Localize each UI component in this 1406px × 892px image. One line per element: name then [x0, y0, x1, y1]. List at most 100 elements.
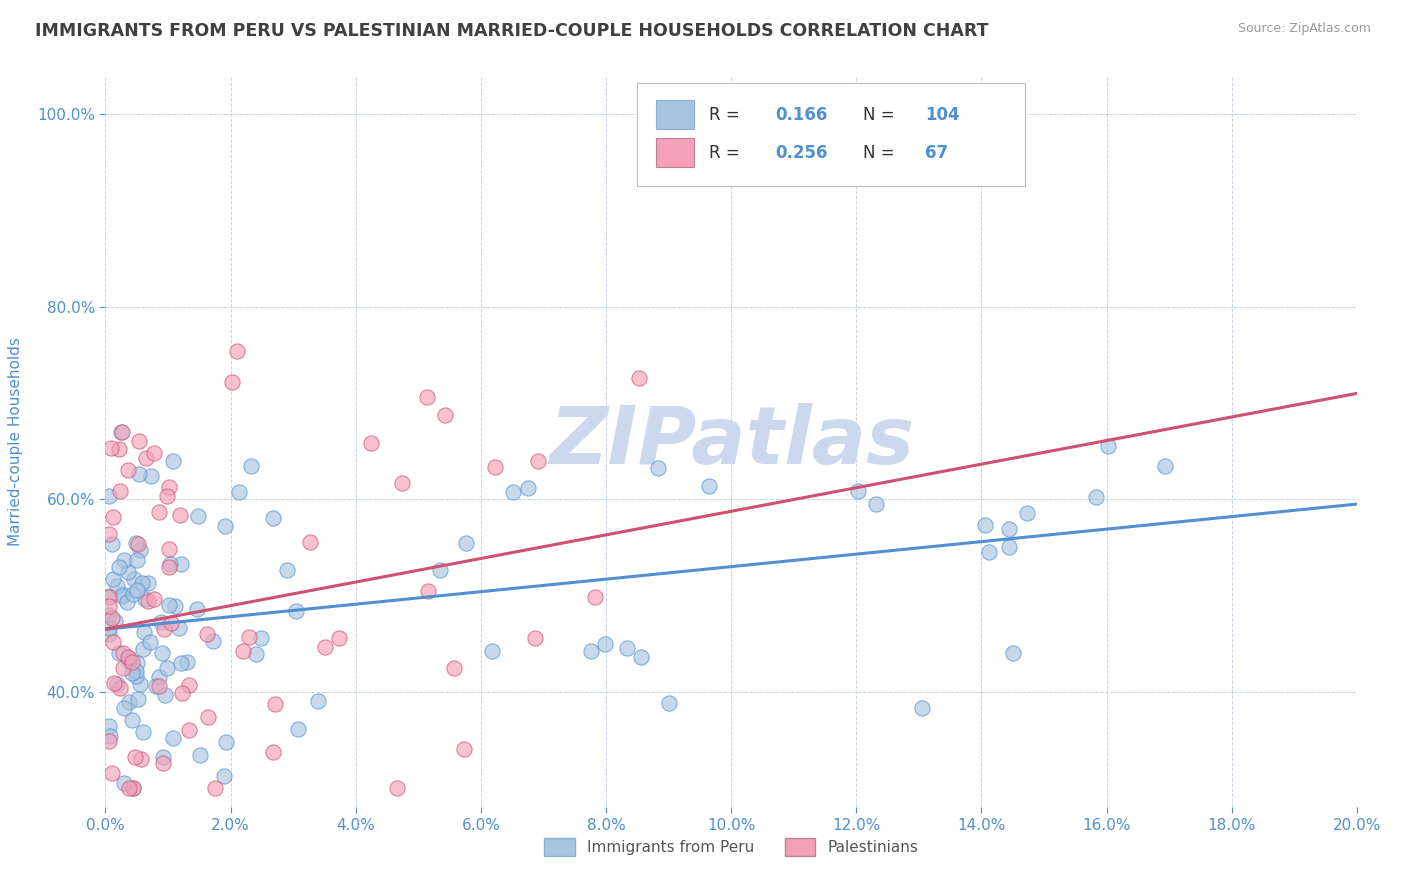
- Point: [101, 573, 124, 587]
- Point: [262, 511, 284, 525]
- Point: [454, 535, 477, 549]
- Point: [118, 654, 141, 668]
- Point: [314, 640, 336, 655]
- Point: [122, 587, 145, 601]
- Point: [97, 734, 120, 748]
- Text: 0.166: 0.166: [775, 105, 827, 124]
- Point: [127, 692, 149, 706]
- Point: [97, 719, 120, 733]
- Point: [197, 710, 219, 724]
- Point: [157, 480, 180, 494]
- Point: [170, 656, 193, 670]
- Point: [148, 670, 170, 684]
- Text: R =: R =: [709, 144, 745, 161]
- Point: [299, 534, 322, 549]
- Point: [391, 476, 413, 491]
- Point: [131, 725, 153, 739]
- Point: [139, 634, 162, 648]
- Point: [107, 579, 129, 593]
- Point: [429, 563, 451, 577]
- Point: [1097, 439, 1119, 453]
- Point: [107, 646, 129, 660]
- Point: [150, 646, 173, 660]
- Point: [239, 459, 262, 474]
- Point: [160, 616, 183, 631]
- Text: R =: R =: [709, 105, 745, 124]
- Point: [593, 637, 616, 651]
- Point: [143, 445, 166, 459]
- Bar: [657, 100, 693, 129]
- Point: [98, 489, 121, 503]
- Point: [1002, 646, 1025, 660]
- Point: [195, 627, 218, 641]
- Point: [484, 459, 506, 474]
- Point: [250, 631, 273, 645]
- Point: [117, 651, 139, 665]
- Point: [101, 611, 124, 625]
- Point: [125, 583, 148, 598]
- Point: [108, 442, 131, 456]
- Point: [212, 769, 235, 783]
- Point: [974, 517, 997, 532]
- Point: [232, 644, 254, 658]
- Point: [262, 746, 284, 760]
- Point: [201, 633, 224, 648]
- Point: [101, 536, 124, 550]
- Point: [523, 631, 546, 645]
- Point: [122, 780, 145, 795]
- Point: [276, 563, 298, 577]
- Y-axis label: Married-couple Households: Married-couple Households: [8, 337, 22, 546]
- Text: 67: 67: [925, 144, 948, 161]
- Point: [104, 614, 127, 628]
- Point: [287, 722, 309, 736]
- Point: [101, 765, 124, 780]
- Point: [125, 665, 148, 679]
- Point: [121, 713, 143, 727]
- Point: [121, 665, 143, 680]
- Text: 0.256: 0.256: [775, 144, 827, 161]
- Point: [97, 621, 120, 635]
- Point: [998, 522, 1021, 536]
- Point: [112, 661, 135, 675]
- Point: [117, 565, 139, 579]
- Point: [997, 540, 1019, 554]
- Point: [159, 557, 181, 571]
- Point: [186, 602, 208, 616]
- Point: [124, 668, 146, 682]
- Point: [162, 454, 184, 468]
- Point: [138, 594, 160, 608]
- Point: [110, 681, 132, 695]
- Point: [101, 510, 124, 524]
- Text: 104: 104: [925, 105, 960, 124]
- Point: [159, 541, 181, 556]
- Point: [125, 657, 148, 671]
- Point: [124, 750, 146, 764]
- Point: [112, 701, 135, 715]
- Point: [127, 537, 149, 551]
- Text: ZIPatlas: ZIPatlas: [548, 402, 914, 481]
- Point: [162, 731, 184, 746]
- Point: [307, 694, 329, 708]
- Point: [163, 599, 186, 614]
- Point: [152, 756, 174, 771]
- Point: [117, 463, 139, 477]
- Point: [135, 451, 157, 466]
- Point: [128, 434, 150, 448]
- Point: [215, 735, 238, 749]
- Text: Source: ZipAtlas.com: Source: ZipAtlas.com: [1237, 22, 1371, 36]
- Point: [108, 560, 131, 574]
- Point: [111, 586, 134, 600]
- Point: [453, 742, 475, 756]
- Point: [97, 590, 120, 604]
- Point: [1084, 490, 1107, 504]
- Point: [110, 425, 132, 439]
- Point: [1154, 458, 1177, 473]
- Point: [129, 677, 152, 691]
- Point: [124, 535, 146, 549]
- Point: [143, 592, 166, 607]
- Point: [658, 696, 681, 710]
- Point: [117, 649, 139, 664]
- Point: [846, 483, 869, 498]
- Point: [103, 675, 125, 690]
- Point: [228, 485, 250, 500]
